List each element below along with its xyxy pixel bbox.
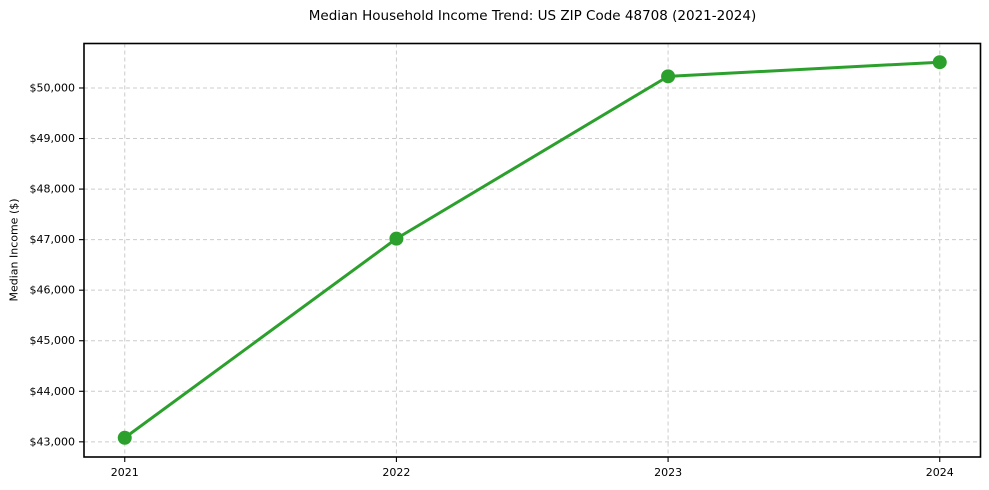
income-trend-line xyxy=(123,60,942,440)
data-point-2023 xyxy=(661,69,676,84)
data-point-2021 xyxy=(117,430,132,445)
x-tick-label: 2021 xyxy=(111,466,139,479)
x-tick-label: 2024 xyxy=(926,466,954,479)
y-tick-label: $48,000 xyxy=(30,183,76,196)
y-tick-label: $45,000 xyxy=(30,334,76,347)
y-tick-label: $49,000 xyxy=(30,132,76,145)
y-tick-label: $43,000 xyxy=(30,435,76,448)
y-tick-label: $46,000 xyxy=(30,284,76,297)
x-tick-label: 2023 xyxy=(654,466,682,479)
chart-title: Median Household Income Trend: US ZIP Co… xyxy=(308,8,757,24)
y-tick-label: $47,000 xyxy=(30,233,76,246)
data-point-2024 xyxy=(932,55,947,70)
plot-border xyxy=(83,42,982,458)
y-tick-label: $50,000 xyxy=(30,81,76,94)
data-point-2022 xyxy=(389,231,404,246)
x-tick-label: 2022 xyxy=(382,466,410,479)
y-tick-label: $44,000 xyxy=(30,385,76,398)
